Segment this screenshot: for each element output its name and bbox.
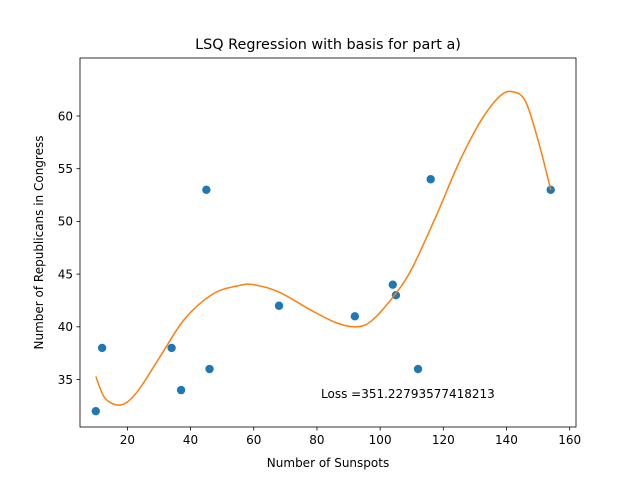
x-tick-label: 100: [369, 433, 392, 447]
x-tick-label: 140: [495, 433, 518, 447]
data-point: [97, 343, 107, 353]
x-tick-label: 40: [183, 433, 198, 447]
regression-curve: [95, 90, 552, 406]
chart-title: LSQ Regression with basis for part a): [195, 37, 461, 53]
plot-area: [80, 58, 576, 427]
y-tick-label: 55: [58, 162, 73, 176]
y-tick-label: 45: [58, 267, 73, 281]
data-point: [167, 343, 176, 353]
data-point: [388, 280, 397, 289]
axes-frame: [79, 57, 577, 428]
x-tick-label: 80: [309, 433, 324, 447]
data-point: [202, 185, 211, 194]
data-point: [426, 175, 435, 184]
x-tick-label: 160: [558, 433, 581, 447]
data-point: [91, 406, 100, 416]
y-tick-label: 60: [58, 109, 73, 123]
data-point: [274, 301, 284, 310]
x-axis-ticks: 20 40 60 80 100 120 140 160: [120, 427, 581, 447]
x-tick-label: 20: [120, 433, 135, 447]
x-tick-label: 60: [246, 433, 261, 447]
y-axis-label: Number of Republicans in Congress: [32, 136, 46, 350]
y-tick-label: 40: [58, 320, 73, 334]
data-point: [205, 364, 214, 374]
x-tick-label: 120: [432, 433, 455, 447]
plot-layer: [91, 90, 555, 416]
y-axis-ticks: 35 40 45 50 55 60: [58, 109, 80, 387]
data-point: [350, 312, 360, 321]
data-point: [413, 364, 423, 374]
loss-annotation: Loss =351.22793577418213: [321, 387, 495, 401]
y-tick-label: 50: [58, 215, 73, 229]
x-axis-label: Number of Sunspots: [267, 456, 389, 470]
data-point: [176, 385, 186, 395]
y-tick-label: 35: [58, 373, 73, 387]
data-point: [391, 291, 401, 300]
